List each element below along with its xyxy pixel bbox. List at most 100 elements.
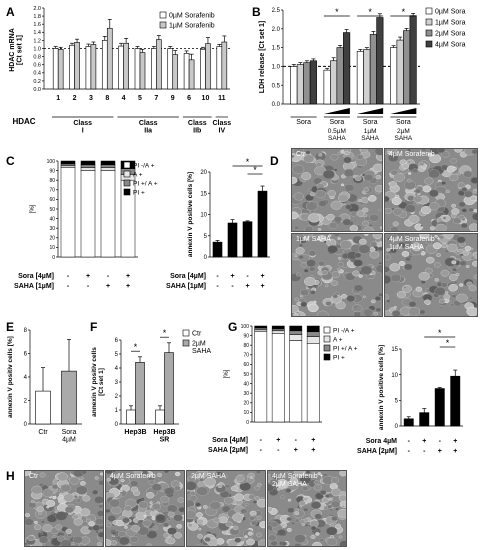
chart-C-left-bar-segment — [60, 165, 76, 168]
chart-B-significance-3-star: * — [402, 7, 406, 17]
chart-C-left-legend-1-label: A + — [133, 172, 143, 179]
chart-B-sub-label: Sora — [363, 119, 378, 126]
panel-label-F: F — [90, 320, 97, 334]
micrograph-label: 2µM SAHA — [191, 473, 226, 480]
chart-A-y-label: HDAC mRNA[Ct set 1] — [9, 28, 24, 72]
chart-C-left-legend-3-label: PI + — [133, 190, 145, 197]
chart-G-left-row-value: - — [277, 447, 280, 454]
chart-F-y-tick-label: 3 — [115, 380, 119, 386]
chart-C-left-bar-segment — [80, 167, 96, 171]
chart-A-bar — [151, 48, 157, 90]
chart-A-x-label: HDAC — [12, 117, 35, 126]
chart-C-left-row-label: Sora [4µM] — [18, 273, 54, 280]
chart-A-group-label: Class IV — [212, 120, 231, 135]
chart-A-bar — [139, 52, 146, 90]
chart-A-bar — [118, 45, 124, 90]
panel-label-D: D — [270, 154, 279, 168]
micrograph-D-combination: 4µM Sorafenib + 1µM SAHA — [384, 233, 478, 317]
micrograph-label: 4µM Sorafenib + 2µM SAHA — [272, 473, 324, 488]
chart-C-right-bar — [257, 190, 268, 258]
chart-G-left: 0 10 20 30 40 50 60 70 80 90 100 [%] - - + - - + + + Sora [4… — [208, 324, 358, 454]
chart-A-x-tick-label: 8 — [105, 95, 109, 102]
chart-G-left-y-tick-label: 20 — [243, 401, 249, 407]
chart-C-left-y-tick-label: 30 — [49, 226, 55, 232]
chart-A-bar — [85, 46, 92, 90]
micrograph-label: Ctr — [296, 151, 306, 158]
chart-C-right-significance-1-star: * — [253, 165, 257, 175]
chart-A-bar — [101, 40, 108, 90]
chart-G-left-y-tick-label: 0 — [246, 420, 249, 426]
chart-B-bar — [336, 47, 344, 105]
chart-C-left-bar-segment — [100, 170, 116, 258]
chart-G-right-row-value: - — [408, 448, 411, 455]
chart-B-bar — [403, 30, 411, 105]
chart-B-y-tick-label: 2.5 — [272, 8, 281, 14]
chart-G-left-bar-segment — [306, 336, 320, 344]
chart-A-x-tick-label: 9 — [171, 95, 175, 102]
chart-G-left-y-tick-label: 50 — [243, 372, 249, 378]
chart-G-left-legend-3-swatch — [323, 353, 331, 361]
chart-G-left-legend-0-swatch — [323, 326, 331, 334]
chart-G-left-bar-segment — [271, 328, 285, 332]
chart-C-left-row-value: - — [87, 283, 90, 290]
chart-G-right-y-tick-label: 5 — [395, 398, 399, 404]
chart-B: 0.0 0.5 1.0 1.5 2.0 2.5 LDH release [Ct set 1]… — [259, 7, 466, 142]
chart-A-bar — [167, 48, 174, 90]
chart-F-significance-0-star: * — [134, 342, 138, 352]
chart-G-left-bar-segment — [271, 333, 285, 423]
chart-A-y-tick-label: 0.6 — [33, 63, 41, 69]
chart-C-left-row-label: SAHA [1µM] — [14, 283, 54, 290]
chart-A-bar — [106, 27, 113, 90]
chart-F-y-tick-label: 1 — [115, 408, 119, 414]
chart-F-x-tick-label: Hep3B SR — [153, 429, 175, 444]
micrograph-H-saha: 2µM SAHA — [186, 470, 266, 547]
chart-A-bar — [156, 39, 162, 90]
micrograph-H-combination: 4µM Sorafenib + 2µM SAHA — [267, 470, 347, 547]
chart-G-left-row-value: + — [294, 447, 298, 454]
chart-C-left-row-value: + — [86, 273, 90, 280]
chart-G-right: 0 5 10 15 annexin V positive cells [%] - - + - - +… — [357, 328, 463, 455]
chart-G-left-legend-1-swatch — [323, 335, 331, 343]
chart-B-y-tick-label: 0.0 — [272, 102, 281, 108]
chart-G-left-bar-segment — [289, 340, 303, 423]
chart-A-legend-1-label: 1µM Sorafenib — [169, 23, 215, 30]
chart-A-x-tick-label: 3 — [89, 95, 93, 102]
chart-C-left-bar-segment — [80, 170, 96, 258]
chart-C-left-legend-1-swatch — [123, 170, 131, 178]
chart-G-left-legend-2-swatch — [323, 344, 331, 352]
chart-C-right-bar — [212, 241, 223, 258]
chart-B-legend-2-label: 2µM Sora — [435, 31, 466, 38]
chart-A-legend-0-swatch — [159, 11, 167, 19]
chart-E-y-tick-label: 8 — [24, 328, 28, 334]
chart-B-sub-label: Sora — [396, 119, 411, 126]
micrograph-D-saha: 1µM SAHA — [291, 233, 383, 317]
chart-A-y-tick-label: 2.0 — [33, 6, 41, 12]
chart-B-x-tick-label: 2µM SAHA — [395, 128, 413, 142]
chart-C-left-row-value: + — [106, 283, 110, 290]
chart-C-right-bar — [242, 221, 253, 258]
chart-B-gradient-triangle — [323, 108, 350, 114]
chart-B-bar — [369, 34, 377, 105]
chart-A-y-tick-label: 0.2 — [33, 79, 41, 85]
chart-G-right-row-value: - — [423, 448, 426, 455]
chart-B-legend-0-label: 0µM Sora — [435, 9, 466, 16]
chart-G-left-bar-segment — [289, 325, 303, 332]
chart-C-left-legend-2-label: PI +/ A + — [133, 181, 158, 188]
micrograph-texture — [106, 471, 184, 546]
chart-B-bar — [363, 49, 371, 105]
micrograph-label: 4µM Sorafenib — [389, 151, 435, 158]
chart-A-bar — [221, 41, 228, 90]
chart-G-left-bar-segment — [271, 325, 285, 330]
chart-B-x-tick-label: 1µM SAHA — [361, 128, 379, 142]
chart-A-y-tick-label: 1.6 — [33, 22, 41, 28]
chart-G-left-bar-segment — [306, 343, 320, 423]
chart-C-left-y-tick-label: 80 — [49, 178, 55, 184]
chart-F-x-tick-label: Hep3B — [124, 429, 146, 436]
chart-C-left-legend-0-swatch — [123, 161, 131, 169]
chart-G-right-row-value: + — [438, 448, 442, 455]
chart-E-y-tick-label: 0 — [24, 422, 28, 428]
chart-B-legend-0-swatch — [425, 7, 433, 15]
chart-G-left-y-tick-label: 40 — [243, 381, 249, 387]
chart-B-legend-2-swatch — [425, 29, 433, 37]
micrograph-texture — [25, 471, 103, 546]
